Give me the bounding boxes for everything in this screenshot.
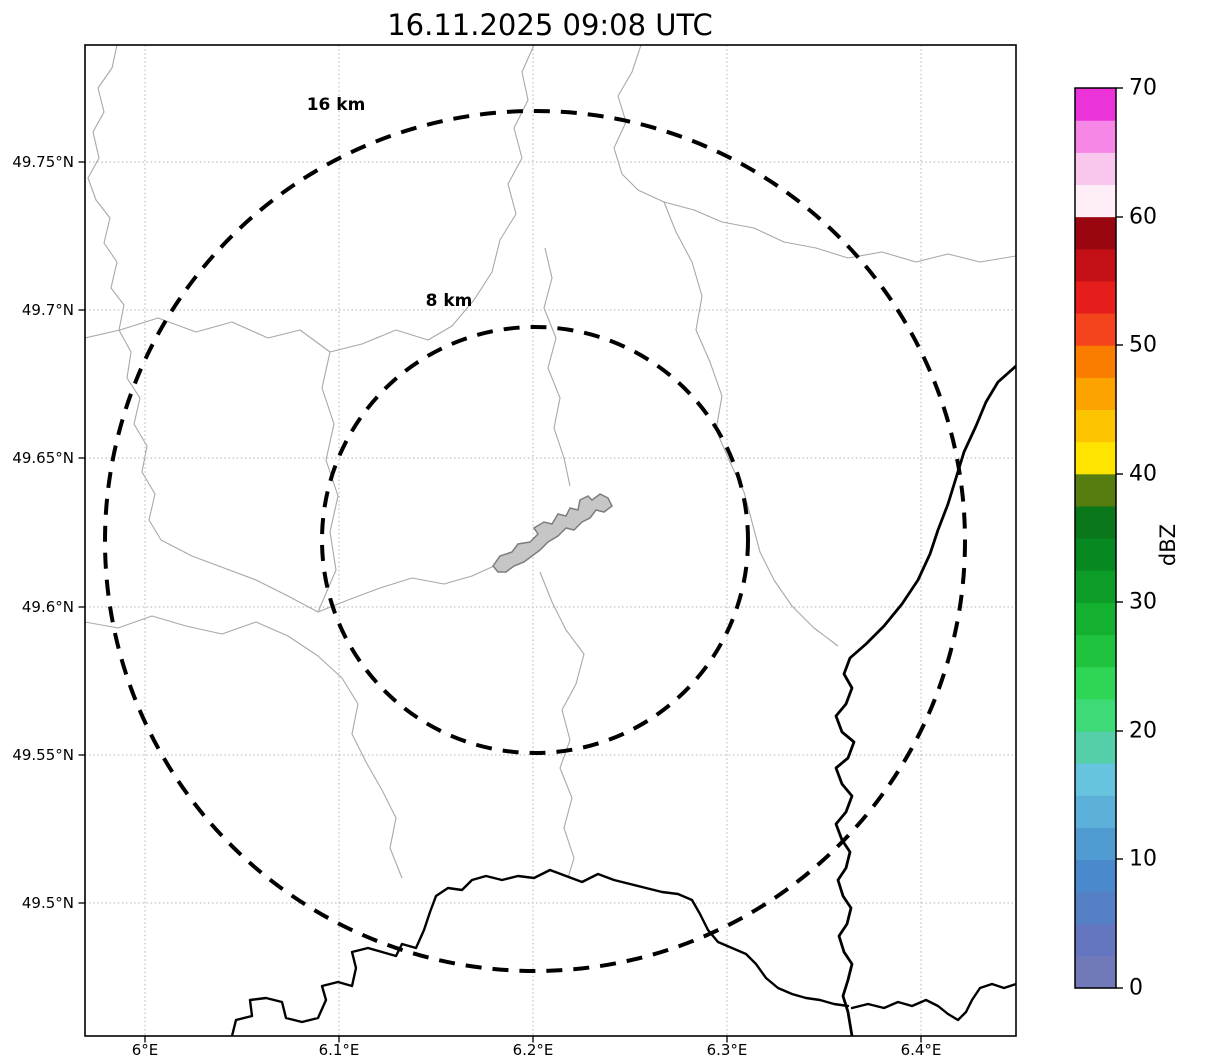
colorbar-segment-10: [1075, 634, 1116, 668]
admin-boundary-line: [85, 45, 535, 353]
colorbar-segment-25: [1075, 152, 1116, 186]
range-ring-8km: [320, 325, 750, 755]
colorbar-segment-21: [1075, 280, 1116, 314]
y-tick-label: 49.55°N: [12, 746, 74, 764]
colorbar-tick-label: 20: [1129, 718, 1157, 744]
admin-boundary-line: [539, 571, 585, 879]
x-tick-label: 6.1°E: [318, 1041, 360, 1059]
x-tick-label: 6.4°E: [900, 1041, 942, 1059]
country-border-line: [230, 868, 850, 1036]
admin-boundary-line: [87, 45, 162, 541]
colorbar-tick-label: 0: [1129, 975, 1143, 1001]
colorbar-segment-17: [1075, 409, 1116, 443]
ring-label-8km: 8 km: [425, 291, 473, 311]
colorbar-swatches: [1075, 88, 1116, 989]
country-borders: [230, 364, 1016, 1036]
colorbar-segment-0: [1075, 955, 1116, 989]
colorbar-tick-label: 60: [1129, 204, 1157, 230]
admin-boundaries: [85, 45, 1016, 879]
x-tick-label: 6.2°E: [512, 1041, 554, 1059]
colorbar-segment-27: [1075, 88, 1116, 121]
admin-boundary-line: [663, 201, 839, 647]
range-ring-16km: [103, 109, 967, 973]
y-tick-label: 49.5°N: [21, 894, 74, 912]
axis-tick-marks: [78, 161, 922, 1043]
colorbar-tick-label: 50: [1129, 332, 1157, 358]
colorbar-segment-3: [1075, 859, 1116, 893]
colorbar-segment-11: [1075, 602, 1116, 636]
colorbar-tick-label: 70: [1129, 75, 1157, 101]
colorbar-unit-label: dBZ: [1156, 523, 1180, 567]
colorbar-tick-label: 30: [1129, 589, 1157, 615]
colorbar-segment-2: [1075, 891, 1116, 925]
country-border-line: [850, 982, 1016, 1022]
y-tick-label: 49.6°N: [21, 598, 74, 616]
colorbar-tick-marks: [1116, 87, 1123, 989]
plot-title: 16.11.2025 09:08 UTC: [387, 8, 713, 42]
x-tick-label: 6.3°E: [706, 1041, 748, 1059]
colorbar-tick-label: 40: [1129, 461, 1157, 487]
y-tick-label: 49.65°N: [12, 449, 74, 467]
colorbar-segment-19: [1075, 345, 1116, 378]
map-frame: [84, 44, 1017, 1037]
river-border-line: [834, 364, 1016, 1036]
colorbar-segment-7: [1075, 730, 1116, 764]
colorbar-segment-20: [1075, 313, 1116, 346]
ring-label-16km: 16 km: [306, 95, 366, 115]
colorbar-segment-1: [1075, 923, 1116, 957]
range-rings: [103, 109, 967, 973]
colorbar-segment-6: [1075, 763, 1116, 796]
colorbar-segment-9: [1075, 666, 1116, 700]
colorbar-segment-14: [1075, 505, 1116, 539]
colorbar-segment-22: [1075, 248, 1116, 282]
admin-boundary-line: [85, 615, 403, 879]
city-area-polygon: [492, 493, 613, 573]
colorbar-segment-18: [1075, 377, 1116, 411]
colorbar-segment-16: [1075, 441, 1116, 475]
colorbar-segment-13: [1075, 538, 1116, 571]
colorbar-segment-24: [1075, 184, 1116, 218]
colorbar-segment-8: [1075, 698, 1116, 732]
graticule-gridlines: [85, 45, 1016, 1036]
y-tick-label: 49.75°N: [12, 153, 74, 171]
colorbar-segment-5: [1075, 795, 1116, 828]
colorbar-segment-15: [1075, 473, 1116, 507]
colorbar-segment-4: [1075, 827, 1116, 861]
colorbar-tick-label: 10: [1129, 846, 1157, 872]
colorbar-segment-12: [1075, 570, 1116, 603]
colorbar-segment-26: [1075, 120, 1116, 153]
colorbar-frame: [1074, 87, 1117, 989]
colorbar-segment-23: [1075, 216, 1116, 250]
admin-boundary-line: [543, 247, 571, 487]
y-tick-label: 49.7°N: [21, 301, 74, 319]
x-tick-label: 6°E: [131, 1041, 159, 1059]
